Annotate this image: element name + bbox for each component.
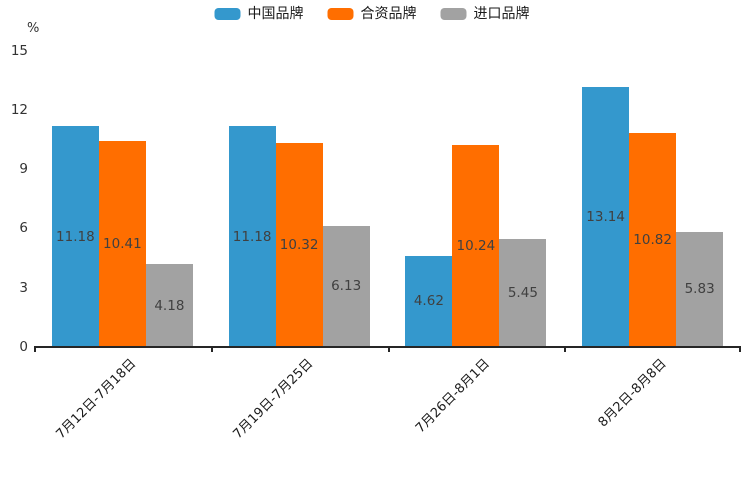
x-axis-category-label: 7月12日-7月18日 <box>53 356 140 443</box>
bar-进口品牌-1 <box>145 264 193 347</box>
bar-进口品牌-3 <box>499 239 547 347</box>
bar-中国品牌-1 <box>51 126 99 347</box>
y-axis-tick-label: 9 <box>19 161 28 178</box>
y-axis-tick-label: 15 <box>10 42 28 59</box>
bar-value-label: 5.83 <box>684 281 715 298</box>
x-axis-tick-mark <box>210 346 213 352</box>
x-axis-category-label: 8月2日-8月8日 <box>595 356 670 431</box>
legend-swatch-icon <box>327 8 354 20</box>
y-axis-tick-label: 6 <box>19 220 28 237</box>
y-axis-unit-label: % <box>27 21 40 36</box>
bar-合资品牌-3 <box>452 144 500 347</box>
bar-value-label: 13.14 <box>586 209 625 226</box>
bar-value-label: 10.82 <box>633 232 672 249</box>
y-axis-tick-label: 0 <box>19 339 28 355</box>
bar-合资品牌-2 <box>275 143 323 347</box>
legend-item-2[interactable]: 合资品牌 <box>327 6 417 22</box>
bar-value-label: 5.45 <box>507 285 538 302</box>
bar-合资品牌-1 <box>98 141 146 347</box>
legend-swatch-icon <box>440 8 467 20</box>
bar-进口品牌-2 <box>322 225 370 347</box>
x-axis-category-label: 7月19日-7月25日 <box>230 356 317 443</box>
y-axis-tick-label: 3 <box>19 279 28 296</box>
legend-item-1[interactable]: 中国品牌 <box>214 6 304 22</box>
x-axis-tick-mark <box>739 346 741 352</box>
bar-合资品牌-4 <box>629 133 677 347</box>
x-axis-category-label: 7月26日-8月1日 <box>412 356 493 437</box>
bar-value-label: 10.32 <box>279 237 319 253</box>
legend-label: 合资品牌 <box>360 6 417 22</box>
bar-value-label: 6.13 <box>331 278 362 295</box>
legend-label: 进口品牌 <box>473 6 530 22</box>
bar-value-label: 11.18 <box>56 228 95 245</box>
legend-label: 中国品牌 <box>247 6 304 22</box>
bar-中国品牌-4 <box>582 87 630 347</box>
x-axis-tick-mark <box>34 346 36 352</box>
x-axis-tick-mark <box>564 346 567 352</box>
bar-进口品牌-4 <box>676 231 724 347</box>
legend-item-3[interactable]: 进口品牌 <box>440 6 530 22</box>
bar-value-label: 4.62 <box>413 293 444 310</box>
bar-中国品牌-3 <box>405 255 453 347</box>
bar-value-label: 10.41 <box>103 236 142 253</box>
legend-swatch-icon <box>214 8 241 20</box>
bar-value-label: 10.24 <box>456 237 496 254</box>
y-axis-tick-label: 12 <box>10 101 28 118</box>
x-axis-tick-mark <box>387 346 390 352</box>
chart-legend: 中国品牌 合资品牌 进口品牌 <box>214 6 530 22</box>
bar-value-label: 4.18 <box>154 297 185 314</box>
bar-value-label: 11.18 <box>232 228 272 245</box>
bar-中国品牌-2 <box>228 126 276 347</box>
